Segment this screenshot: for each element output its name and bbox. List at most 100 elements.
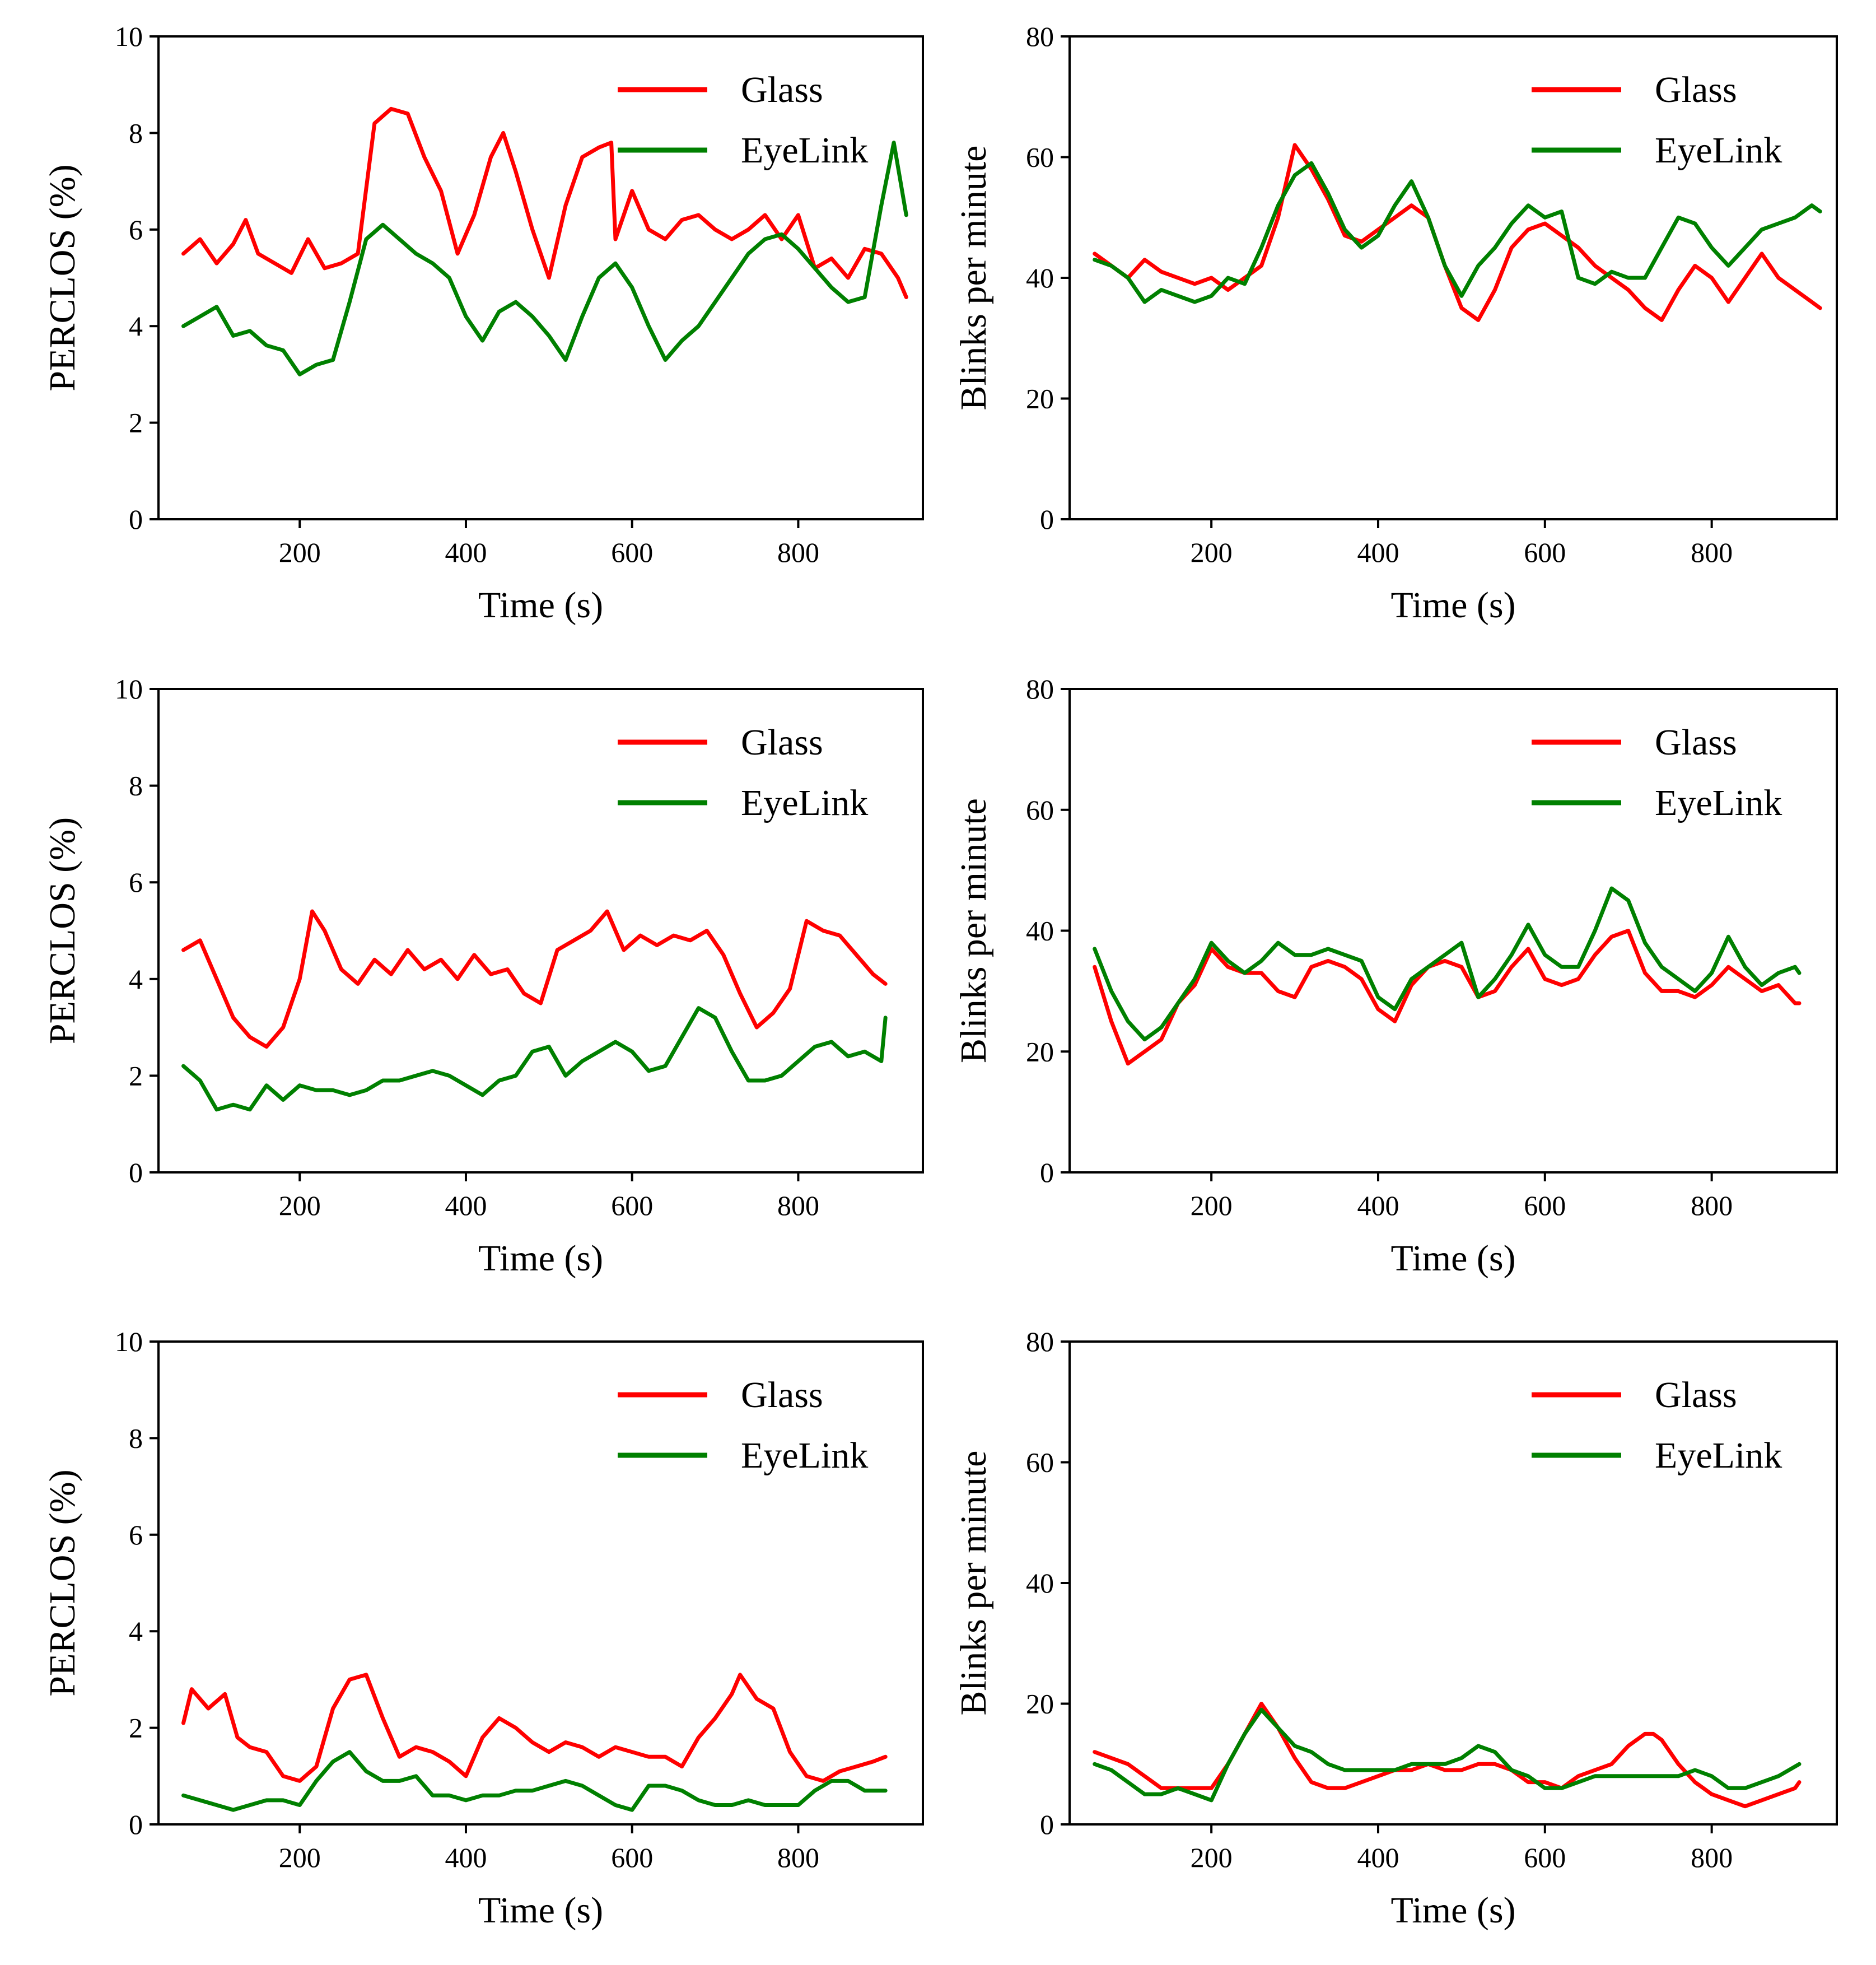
plot-frame bbox=[157, 35, 924, 520]
series-line-glass bbox=[181, 106, 908, 299]
legend-label-eyelink: EyeLink bbox=[1655, 783, 1782, 823]
series-line-glass bbox=[181, 1673, 888, 1783]
y-tick-label: 80 bbox=[1026, 1326, 1054, 1357]
x-tick-label: 400 bbox=[1357, 537, 1399, 568]
y-axis-label: Blinks per minute bbox=[953, 146, 994, 411]
y-tick-label: 40 bbox=[1026, 262, 1054, 294]
series-line-glass bbox=[1093, 929, 1802, 1066]
y-tick-label: 20 bbox=[1026, 383, 1054, 415]
x-tick-label: 400 bbox=[1357, 1842, 1399, 1873]
y-tick-label: 4 bbox=[129, 1615, 143, 1647]
x-tick-label: 600 bbox=[611, 1842, 653, 1873]
series-line-eyelink bbox=[1093, 1707, 1802, 1803]
legend: Glass EyeLink bbox=[618, 69, 868, 171]
y-tick-label: 0 bbox=[1040, 1809, 1054, 1840]
y-tick-label: 0 bbox=[129, 504, 143, 535]
x-axis-label: Time (s) bbox=[478, 1238, 603, 1279]
x-tick-label: 600 bbox=[1524, 537, 1566, 568]
y-tick-label: 0 bbox=[1040, 504, 1054, 535]
x-tick-label: 800 bbox=[1691, 537, 1733, 568]
x-tick-label: 800 bbox=[1691, 1842, 1733, 1873]
legend-label-glass: Glass bbox=[741, 69, 823, 110]
x-tick-label: 600 bbox=[611, 1190, 653, 1221]
legend-label-glass: Glass bbox=[741, 1375, 823, 1415]
x-tick-label: 600 bbox=[611, 537, 653, 568]
y-axis-label: PERCLOS (%) bbox=[42, 817, 83, 1044]
x-tick-label: 600 bbox=[1524, 1190, 1566, 1221]
legend-label-glass: Glass bbox=[1655, 69, 1737, 110]
y-tick-label: 6 bbox=[129, 867, 143, 898]
y-tick-label: 8 bbox=[129, 1422, 143, 1454]
x-tick-label: 400 bbox=[445, 1842, 487, 1873]
chart-panel-blinks-1: 200 400 600 800 0 20 40 60 80 Time (s) Blinks per … bbox=[953, 21, 1838, 626]
y-axis-label: Blinks per minute bbox=[953, 1451, 994, 1716]
series-line-eyelink bbox=[1093, 886, 1802, 1042]
legend: Glass EyeLink bbox=[618, 722, 868, 823]
x-tick-label: 200 bbox=[1191, 1842, 1233, 1873]
y-tick-label: 10 bbox=[115, 673, 143, 705]
y-tick-label: 10 bbox=[115, 21, 143, 52]
y-tick-label: 60 bbox=[1026, 1447, 1054, 1478]
y-tick-label: 0 bbox=[129, 1157, 143, 1188]
chart-panel-perclos-1: 200 400 600 800 0 2 4 6 8 10 Time (s) PERCLOS (%) Gl… bbox=[42, 21, 924, 626]
chart-panel-blinks-3: 200 400 600 800 0 20 40 60 80 Time (s) Blinks per … bbox=[953, 1326, 1838, 1931]
y-tick-label: 2 bbox=[129, 407, 143, 439]
y-tick-label: 20 bbox=[1026, 1036, 1054, 1067]
legend: Glass EyeLink bbox=[618, 1375, 868, 1476]
x-tick-label: 200 bbox=[279, 537, 321, 568]
x-tick-label: 200 bbox=[279, 1842, 321, 1873]
legend: Glass EyeLink bbox=[1532, 69, 1782, 171]
legend-label-eyelink: EyeLink bbox=[741, 783, 868, 823]
y-tick-label: 60 bbox=[1026, 142, 1054, 173]
y-tick-label: 10 bbox=[115, 1326, 143, 1357]
x-axis-label: Time (s) bbox=[1390, 1238, 1515, 1279]
chart-panel-perclos-3: 200 400 600 800 0 2 4 6 8 10 Time (s) PERCLOS (%) Gl… bbox=[42, 1326, 924, 1931]
x-tick-label: 200 bbox=[1191, 1190, 1233, 1221]
x-tick-label: 800 bbox=[777, 1190, 819, 1221]
x-axis-label: Time (s) bbox=[1390, 585, 1515, 626]
y-tick-label: 8 bbox=[129, 770, 143, 802]
y-axis-label: PERCLOS (%) bbox=[42, 164, 83, 391]
x-tick-label: 400 bbox=[1357, 1190, 1399, 1221]
legend-label-eyelink: EyeLink bbox=[1655, 130, 1782, 171]
plot-frame bbox=[157, 688, 924, 1174]
legend: Glass EyeLink bbox=[1532, 722, 1782, 823]
chart-panel-perclos-2: 200 400 600 800 0 2 4 6 8 10 Time (s) PERCLOS (%) Gl… bbox=[42, 673, 924, 1279]
legend: Glass EyeLink bbox=[1532, 1375, 1782, 1476]
chart-panel-blinks-2: 200 400 600 800 0 20 40 60 80 Time (s) Blinks per … bbox=[953, 673, 1838, 1279]
legend-label-eyelink: EyeLink bbox=[741, 1435, 868, 1476]
y-tick-label: 60 bbox=[1026, 794, 1054, 826]
y-tick-label: 4 bbox=[129, 310, 143, 342]
x-axis-label: Time (s) bbox=[478, 585, 603, 626]
y-axis-label: PERCLOS (%) bbox=[42, 1469, 83, 1696]
x-tick-label: 800 bbox=[777, 1842, 819, 1873]
legend-label-eyelink: EyeLink bbox=[741, 130, 868, 171]
legend-label-glass: Glass bbox=[1655, 1375, 1737, 1415]
y-axis-label: Blinks per minute bbox=[953, 798, 994, 1063]
series-line-eyelink bbox=[181, 1006, 888, 1112]
y-tick-label: 6 bbox=[129, 1519, 143, 1550]
series-line-glass bbox=[1093, 143, 1822, 322]
x-tick-label: 800 bbox=[777, 537, 819, 568]
x-axis-label: Time (s) bbox=[478, 1890, 603, 1931]
x-tick-label: 800 bbox=[1691, 1190, 1733, 1221]
y-tick-label: 8 bbox=[129, 117, 143, 148]
legend-label-glass: Glass bbox=[741, 722, 823, 763]
x-tick-label: 400 bbox=[445, 537, 487, 568]
y-tick-label: 6 bbox=[129, 214, 143, 245]
y-tick-label: 20 bbox=[1026, 1688, 1054, 1720]
x-tick-label: 400 bbox=[445, 1190, 487, 1221]
series-line-glass bbox=[1093, 1702, 1802, 1809]
x-tick-label: 200 bbox=[279, 1190, 321, 1221]
series-line-eyelink bbox=[181, 141, 908, 376]
y-tick-label: 40 bbox=[1026, 1567, 1054, 1599]
y-tick-label: 2 bbox=[129, 1712, 143, 1744]
x-tick-label: 200 bbox=[1191, 537, 1233, 568]
legend-label-eyelink: EyeLink bbox=[1655, 1435, 1782, 1476]
y-tick-label: 2 bbox=[129, 1060, 143, 1091]
series-line-glass bbox=[181, 909, 888, 1049]
y-tick-label: 0 bbox=[1040, 1157, 1054, 1188]
legend-label-glass: Glass bbox=[1655, 722, 1737, 763]
y-tick-label: 40 bbox=[1026, 915, 1054, 947]
